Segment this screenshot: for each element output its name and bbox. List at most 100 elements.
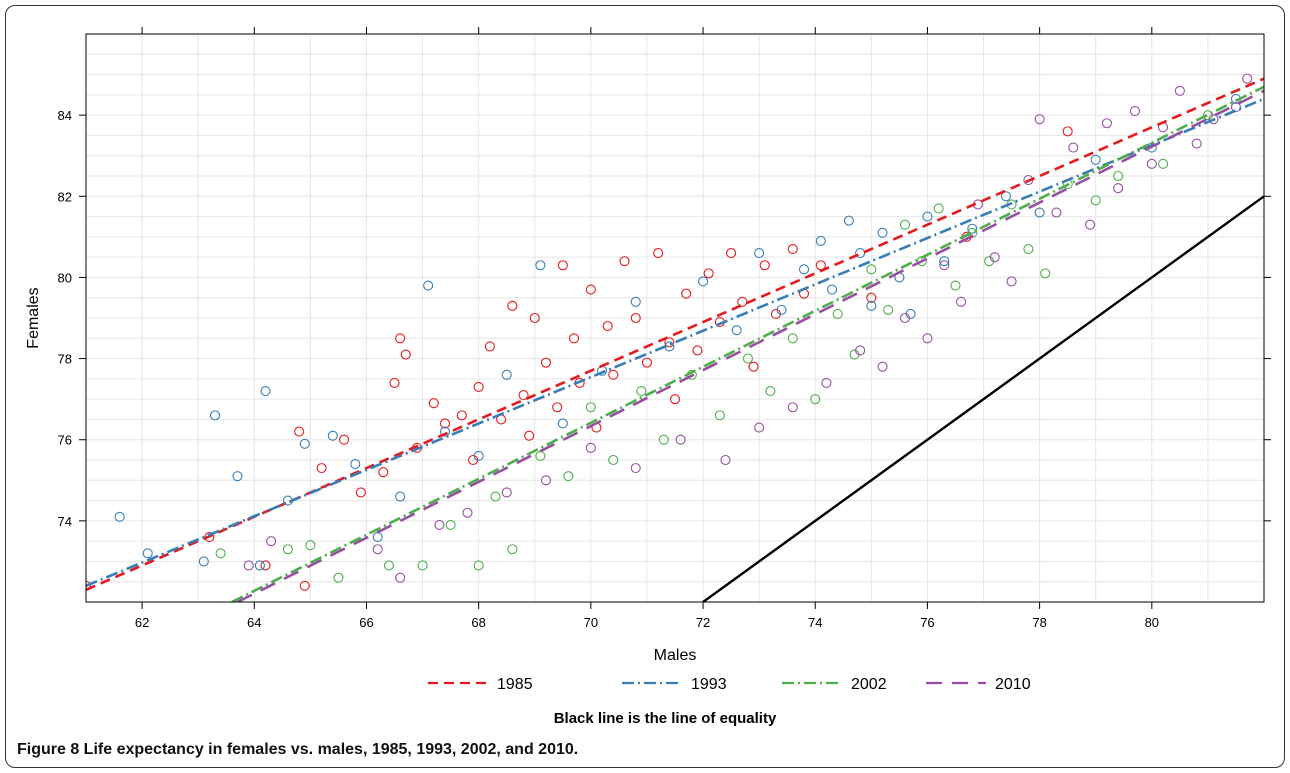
point-1985 bbox=[540, 357, 552, 368]
point-2010 bbox=[434, 519, 445, 530]
point-2002 bbox=[507, 544, 518, 555]
point-1993 bbox=[754, 248, 765, 259]
point-2002 bbox=[899, 219, 911, 230]
point-1993 bbox=[557, 418, 568, 429]
point-1993 bbox=[866, 300, 877, 311]
point-1985 bbox=[524, 430, 535, 441]
point-2010 bbox=[243, 560, 254, 571]
point-1993 bbox=[776, 304, 787, 315]
point-2010 bbox=[266, 536, 277, 547]
point-1993 bbox=[473, 450, 484, 461]
point-2010 bbox=[1208, 114, 1219, 125]
point-1985 bbox=[726, 248, 737, 259]
point-1993 bbox=[1000, 191, 1012, 202]
point-1993 bbox=[198, 556, 209, 567]
point-2002 bbox=[215, 548, 226, 559]
point-2010 bbox=[855, 345, 866, 356]
point-1985 bbox=[456, 410, 467, 421]
caption-text: Life expectancy in females vs. males, 19… bbox=[79, 741, 579, 758]
y-axis: 74 76 78 80 82 84 bbox=[58, 108, 1271, 529]
fit-line-2010 bbox=[236, 89, 1264, 602]
point-1985 bbox=[585, 284, 596, 295]
point-2002 bbox=[787, 333, 798, 344]
point-2002 bbox=[563, 471, 574, 482]
point-2002 bbox=[866, 264, 877, 275]
y-axis-label: Females bbox=[25, 287, 42, 348]
point-1993 bbox=[877, 227, 888, 238]
point-1985 bbox=[608, 369, 619, 380]
x-axis-label: Males bbox=[654, 647, 697, 664]
point-1985 bbox=[692, 345, 703, 356]
fit-line-1993 bbox=[86, 97, 1264, 587]
point-1985 bbox=[669, 394, 681, 405]
point-1985 bbox=[299, 580, 310, 591]
point-1985 bbox=[294, 426, 305, 437]
point-1993 bbox=[209, 410, 221, 421]
fit-line-2002 bbox=[231, 85, 1264, 602]
point-2002 bbox=[608, 454, 619, 466]
point-2002 bbox=[810, 394, 821, 405]
point-2010 bbox=[462, 507, 473, 518]
point-2010 bbox=[1191, 138, 1202, 149]
legend-label-1985: 1985 bbox=[497, 676, 533, 693]
point-2010 bbox=[1034, 114, 1045, 125]
point-2002 bbox=[305, 540, 316, 551]
point-2010 bbox=[630, 463, 641, 474]
point-2010 bbox=[372, 544, 383, 555]
point-2010 bbox=[720, 454, 731, 466]
point-2010 bbox=[1101, 118, 1112, 129]
point-1993 bbox=[922, 211, 933, 222]
point-1993 bbox=[630, 296, 641, 307]
point-2002 bbox=[883, 304, 894, 315]
x-tick-label: 76 bbox=[920, 615, 934, 630]
point-1993 bbox=[232, 471, 243, 482]
point-2010 bbox=[1242, 73, 1253, 84]
point-1985 bbox=[395, 333, 406, 344]
y-tick-label: 82 bbox=[58, 189, 72, 204]
y-tick-label: 78 bbox=[58, 352, 72, 367]
y-tick-label: 80 bbox=[58, 270, 72, 285]
x-tick-label: 62 bbox=[135, 615, 149, 630]
point-1985 bbox=[338, 434, 350, 445]
point-1993 bbox=[827, 284, 838, 295]
figure-caption: Figure 8 Life expectancy in females vs. … bbox=[17, 741, 578, 759]
point-1985 bbox=[355, 487, 366, 498]
point-1985 bbox=[759, 260, 770, 271]
point-2002 bbox=[473, 560, 484, 571]
point-2002 bbox=[445, 519, 456, 530]
point-1993 bbox=[114, 511, 125, 522]
point-2010 bbox=[395, 572, 406, 583]
point-1985 bbox=[86, 580, 92, 591]
point-1985 bbox=[518, 390, 529, 401]
equality-note: Black line is the line of equality bbox=[554, 710, 777, 727]
point-2002 bbox=[658, 434, 669, 445]
point-1985 bbox=[473, 381, 484, 393]
point-1985 bbox=[529, 312, 540, 324]
legend-label-1993: 1993 bbox=[691, 676, 727, 693]
point-1985 bbox=[619, 256, 630, 267]
point-2010 bbox=[1129, 106, 1141, 117]
point-2002 bbox=[950, 280, 961, 291]
point-1985 bbox=[653, 248, 664, 259]
point-2002 bbox=[933, 203, 944, 214]
equality-line bbox=[702, 195, 1264, 602]
point-2010 bbox=[1146, 158, 1157, 169]
point-2002 bbox=[636, 385, 647, 397]
point-2010 bbox=[754, 422, 765, 433]
point-1985 bbox=[389, 377, 400, 388]
point-2010 bbox=[540, 475, 552, 486]
point-2002 bbox=[585, 402, 596, 413]
point-1985 bbox=[664, 337, 675, 348]
point-2010 bbox=[1085, 219, 1096, 230]
x-tick-label: 74 bbox=[808, 615, 822, 630]
point-2010 bbox=[1174, 85, 1185, 96]
plot-border bbox=[85, 33, 1265, 603]
caption-label: Figure 8 bbox=[17, 741, 80, 758]
point-2010 bbox=[939, 260, 950, 271]
x-tick-label: 78 bbox=[1032, 615, 1046, 630]
point-1985 bbox=[507, 300, 518, 311]
point-1985 bbox=[602, 321, 613, 332]
point-2010 bbox=[1068, 142, 1079, 153]
legend: 1985 1993 2002 2010 bbox=[428, 676, 1031, 693]
point-1985 bbox=[378, 467, 389, 478]
